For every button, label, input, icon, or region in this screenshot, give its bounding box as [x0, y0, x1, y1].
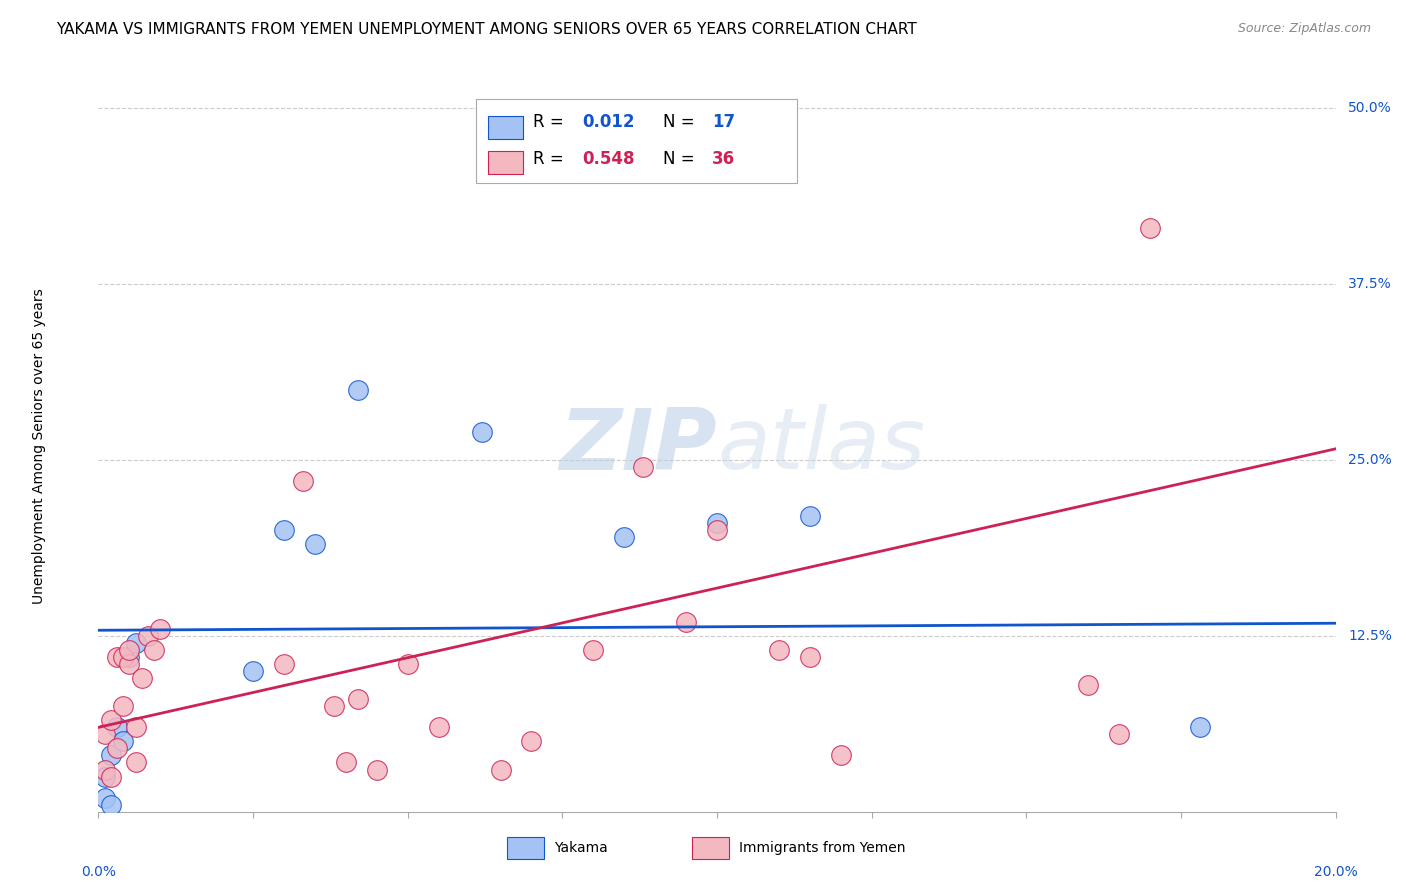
Text: R =: R = [533, 113, 568, 131]
FancyBboxPatch shape [488, 116, 523, 139]
Point [93, 770, 115, 784]
Text: Yakama: Yakama [554, 841, 607, 855]
Point [105, 741, 128, 756]
Point [1108, 727, 1130, 741]
Text: 17: 17 [711, 113, 735, 131]
Point [675, 615, 697, 629]
Point [335, 756, 357, 770]
Text: 20.0%: 20.0% [1313, 865, 1358, 880]
Point [105, 650, 128, 665]
Text: 0.548: 0.548 [582, 150, 634, 168]
Text: 0.0%: 0.0% [82, 865, 115, 880]
Point [613, 530, 636, 544]
Point [93, 790, 115, 805]
Text: 37.5%: 37.5% [1348, 277, 1392, 292]
FancyBboxPatch shape [692, 838, 730, 859]
Point [520, 734, 543, 748]
Point [100, 797, 122, 812]
Point [242, 664, 264, 678]
Text: ZIP: ZIP [560, 404, 717, 488]
Text: 0.012: 0.012 [582, 113, 634, 131]
Point [347, 383, 370, 397]
Point [143, 643, 166, 657]
Point [1139, 221, 1161, 235]
Point [768, 643, 790, 657]
Point [136, 629, 159, 643]
Point [304, 537, 326, 551]
Point [347, 692, 370, 706]
Point [799, 509, 821, 524]
Point [582, 643, 605, 657]
Text: 25.0%: 25.0% [1348, 453, 1392, 467]
FancyBboxPatch shape [475, 99, 797, 183]
Point [366, 763, 388, 777]
Point [706, 516, 728, 531]
Point [93, 727, 115, 741]
Point [112, 699, 135, 714]
Point [118, 650, 141, 665]
Point [100, 770, 122, 784]
Point [118, 643, 141, 657]
Point [830, 748, 852, 763]
Point [100, 748, 122, 763]
Point [124, 720, 146, 734]
Point [93, 763, 115, 777]
Text: N =: N = [662, 150, 700, 168]
Point [273, 657, 295, 671]
Point [799, 650, 821, 665]
Text: atlas: atlas [717, 404, 925, 488]
Point [1077, 678, 1099, 692]
Point [118, 657, 141, 671]
FancyBboxPatch shape [506, 838, 544, 859]
Point [291, 474, 314, 488]
Text: YAKAMA VS IMMIGRANTS FROM YEMEN UNEMPLOYMENT AMONG SENIORS OVER 65 YEARS CORRELA: YAKAMA VS IMMIGRANTS FROM YEMEN UNEMPLOY… [56, 22, 917, 37]
Text: 12.5%: 12.5% [1348, 629, 1392, 643]
Text: Source: ZipAtlas.com: Source: ZipAtlas.com [1237, 22, 1371, 36]
Text: Unemployment Among Seniors over 65 years: Unemployment Among Seniors over 65 years [32, 288, 46, 604]
Point [105, 720, 128, 734]
Point [1188, 720, 1211, 734]
Point [706, 524, 728, 538]
Text: 50.0%: 50.0% [1348, 102, 1392, 115]
Point [112, 734, 135, 748]
Point [471, 425, 494, 439]
Point [100, 714, 122, 728]
FancyBboxPatch shape [488, 151, 523, 174]
Point [427, 720, 450, 734]
Text: R =: R = [533, 150, 568, 168]
Point [124, 636, 146, 650]
Point [631, 460, 654, 475]
Text: N =: N = [662, 113, 700, 131]
Point [396, 657, 419, 671]
Point [322, 699, 344, 714]
Point [273, 524, 295, 538]
Point [149, 622, 172, 636]
Point [489, 763, 512, 777]
Point [112, 650, 135, 665]
Point [131, 671, 153, 685]
Text: 36: 36 [711, 150, 735, 168]
Text: Immigrants from Yemen: Immigrants from Yemen [740, 841, 905, 855]
Point [124, 756, 146, 770]
